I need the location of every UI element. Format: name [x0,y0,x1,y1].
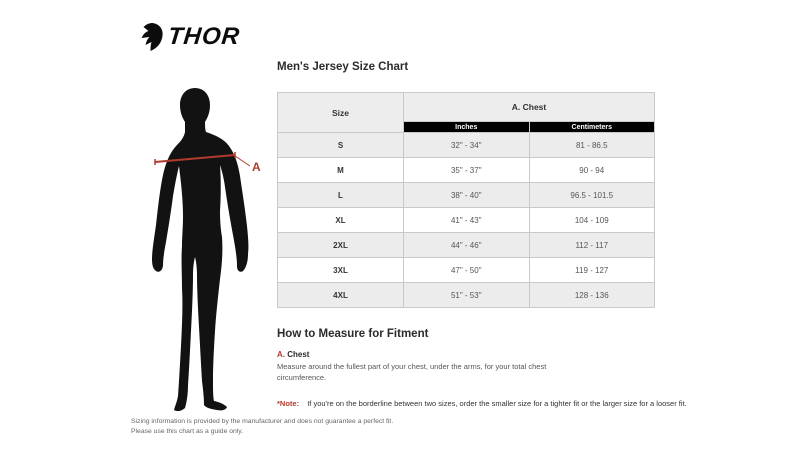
body-measurement-diagram: A [125,84,285,414]
size-cell: M [277,157,404,183]
male-silhouette [152,88,249,412]
cm-cell: 119 - 127 [528,257,655,283]
sizing-note: *Note: If you're on the borderline betwe… [277,399,687,408]
table-row-l: L 38" - 40" 96.5 - 101.5 [277,182,655,208]
brand-wordmark: THOR [166,23,242,50]
size-cell: XL [277,207,404,233]
header-chest-group: A. Chest [403,92,655,122]
inches-cell: 35" - 37" [403,157,530,183]
note-text: If you're on the borderline between two … [307,399,687,408]
size-cell: L [277,182,404,208]
size-chart-title: Men's Jersey Size Chart [277,61,409,73]
inches-cell: 47" - 50" [403,257,530,283]
cm-cell: 112 - 117 [528,232,655,258]
size-cell: 2XL [277,232,404,258]
measure-item-name: Chest [287,350,310,359]
table-row-s: S 32" - 34" 81 - 86.5 [277,132,655,158]
inches-cell: 44" - 46" [403,232,530,258]
chest-line-label: A [252,160,261,174]
disclaimer-footer: Sizing information is provided by the ma… [131,417,393,437]
measure-item-description: Measure around the fullest part of your … [277,362,547,383]
inches-cell: 51" - 53" [403,282,530,308]
disclaimer-line-1: Sizing information is provided by the ma… [131,418,394,425]
size-cell: 3XL [277,257,404,283]
measure-item-heading: A. Chest [277,350,577,359]
table-row-m: M 35" - 37" 90 - 94 [277,157,655,183]
thor-skull-icon [138,22,165,52]
inches-cell: 41" - 43" [403,207,530,233]
inches-cell: 38" - 40" [403,182,530,208]
cm-cell: 104 - 109 [528,207,655,233]
note-label: *Note: [277,399,300,408]
inches-cell: 32" - 34" [403,132,530,158]
table-row-3xl: 3XL 47" - 50" 119 - 127 [277,257,655,283]
disclaimer-line-2: Please use this chart as a guide only. [131,428,244,436]
header-size: Size [277,92,404,133]
size-table-body: S 32" - 34" 81 - 86.5 M 35" - 37" 90 - 9… [277,132,655,308]
table-row-xl: XL 41" - 43" 104 - 109 [277,207,655,233]
table-row-4xl: 4XL 51" - 53" 128 - 136 [277,282,655,308]
cm-cell: 96.5 - 101.5 [528,182,655,208]
size-cell: 4XL [277,282,404,308]
cm-cell: 128 - 136 [528,282,655,308]
measure-item-key: A. [277,350,285,359]
measure-item-chest: A. Chest Measure around the fullest part… [277,350,577,384]
table-row-2xl: 2XL 44" - 46" 112 - 117 [277,232,655,258]
header-centimeters: Centimeters [528,121,655,133]
brand-logo: THOR [138,22,242,52]
size-chart-table: Size A. Chest Inches Centimeters S 32" -… [277,92,655,308]
size-cell: S [277,132,404,158]
header-inches: Inches [403,121,530,133]
measure-section-title: How to Measure for Fitment [277,328,429,340]
cm-cell: 90 - 94 [528,157,655,183]
cm-cell: 81 - 86.5 [528,132,655,158]
chest-measure-line [154,152,251,167]
